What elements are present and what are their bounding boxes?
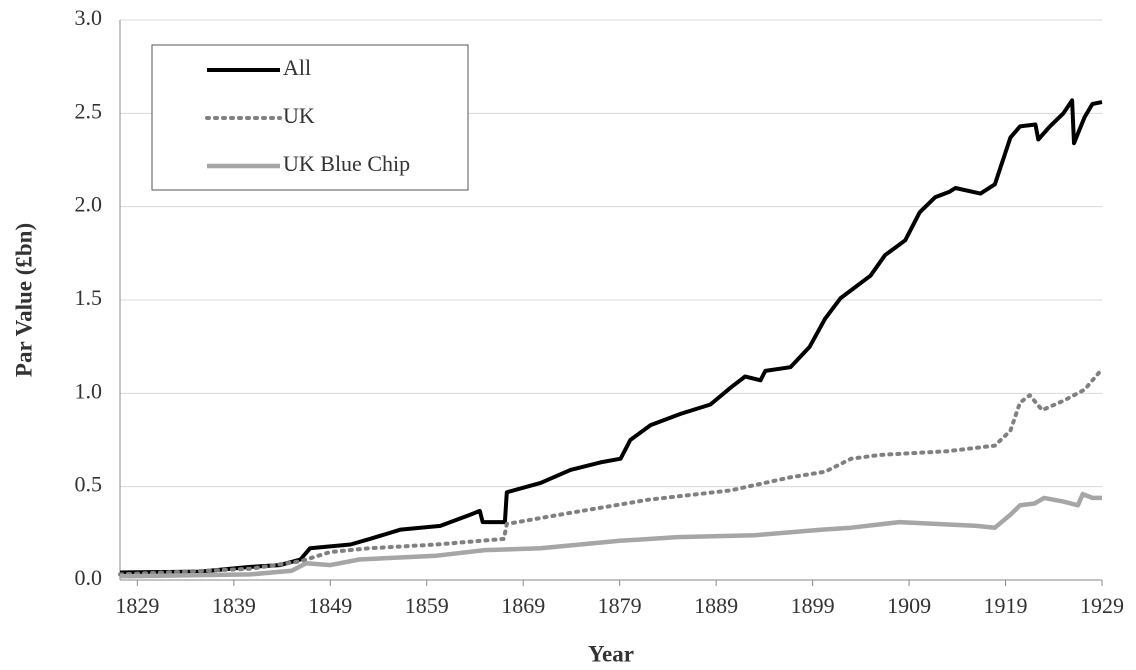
x-tick-label: 1849	[308, 593, 352, 618]
x-tick-label: 1879	[598, 593, 642, 618]
x-axis-title: Year	[588, 641, 634, 666]
y-axis-title: Par Value (£bn)	[11, 223, 36, 377]
y-tick-label: 1.0	[75, 378, 103, 403]
legend-label: All	[283, 55, 311, 80]
legend-label: UK Blue Chip	[283, 151, 410, 176]
series-line	[119, 491, 1102, 579]
x-tick-label: 1889	[694, 593, 738, 618]
series-line	[118, 367, 1104, 577]
y-tick-label: 0.5	[75, 472, 103, 497]
x-tick-label: 1829	[115, 593, 159, 618]
x-tick-label: 1909	[887, 593, 931, 618]
x-tick-label: 1869	[501, 593, 545, 618]
y-tick-label: 1.5	[75, 285, 103, 310]
legend-box	[151, 44, 469, 191]
x-tick-label: 1899	[791, 593, 835, 618]
x-tick-label: 1919	[984, 593, 1028, 618]
x-tick-label: 1929	[1080, 593, 1124, 618]
series-line	[119, 98, 1103, 575]
y-tick-label: 0.0	[75, 565, 103, 590]
y-tick-label: 2.5	[75, 98, 103, 123]
x-tick-label: 1859	[405, 593, 449, 618]
legend-label: UK	[283, 103, 315, 128]
y-tick-label: 2.0	[75, 192, 103, 217]
x-tick-label: 1839	[212, 593, 256, 618]
y-tick-label: 3.0	[75, 5, 103, 30]
